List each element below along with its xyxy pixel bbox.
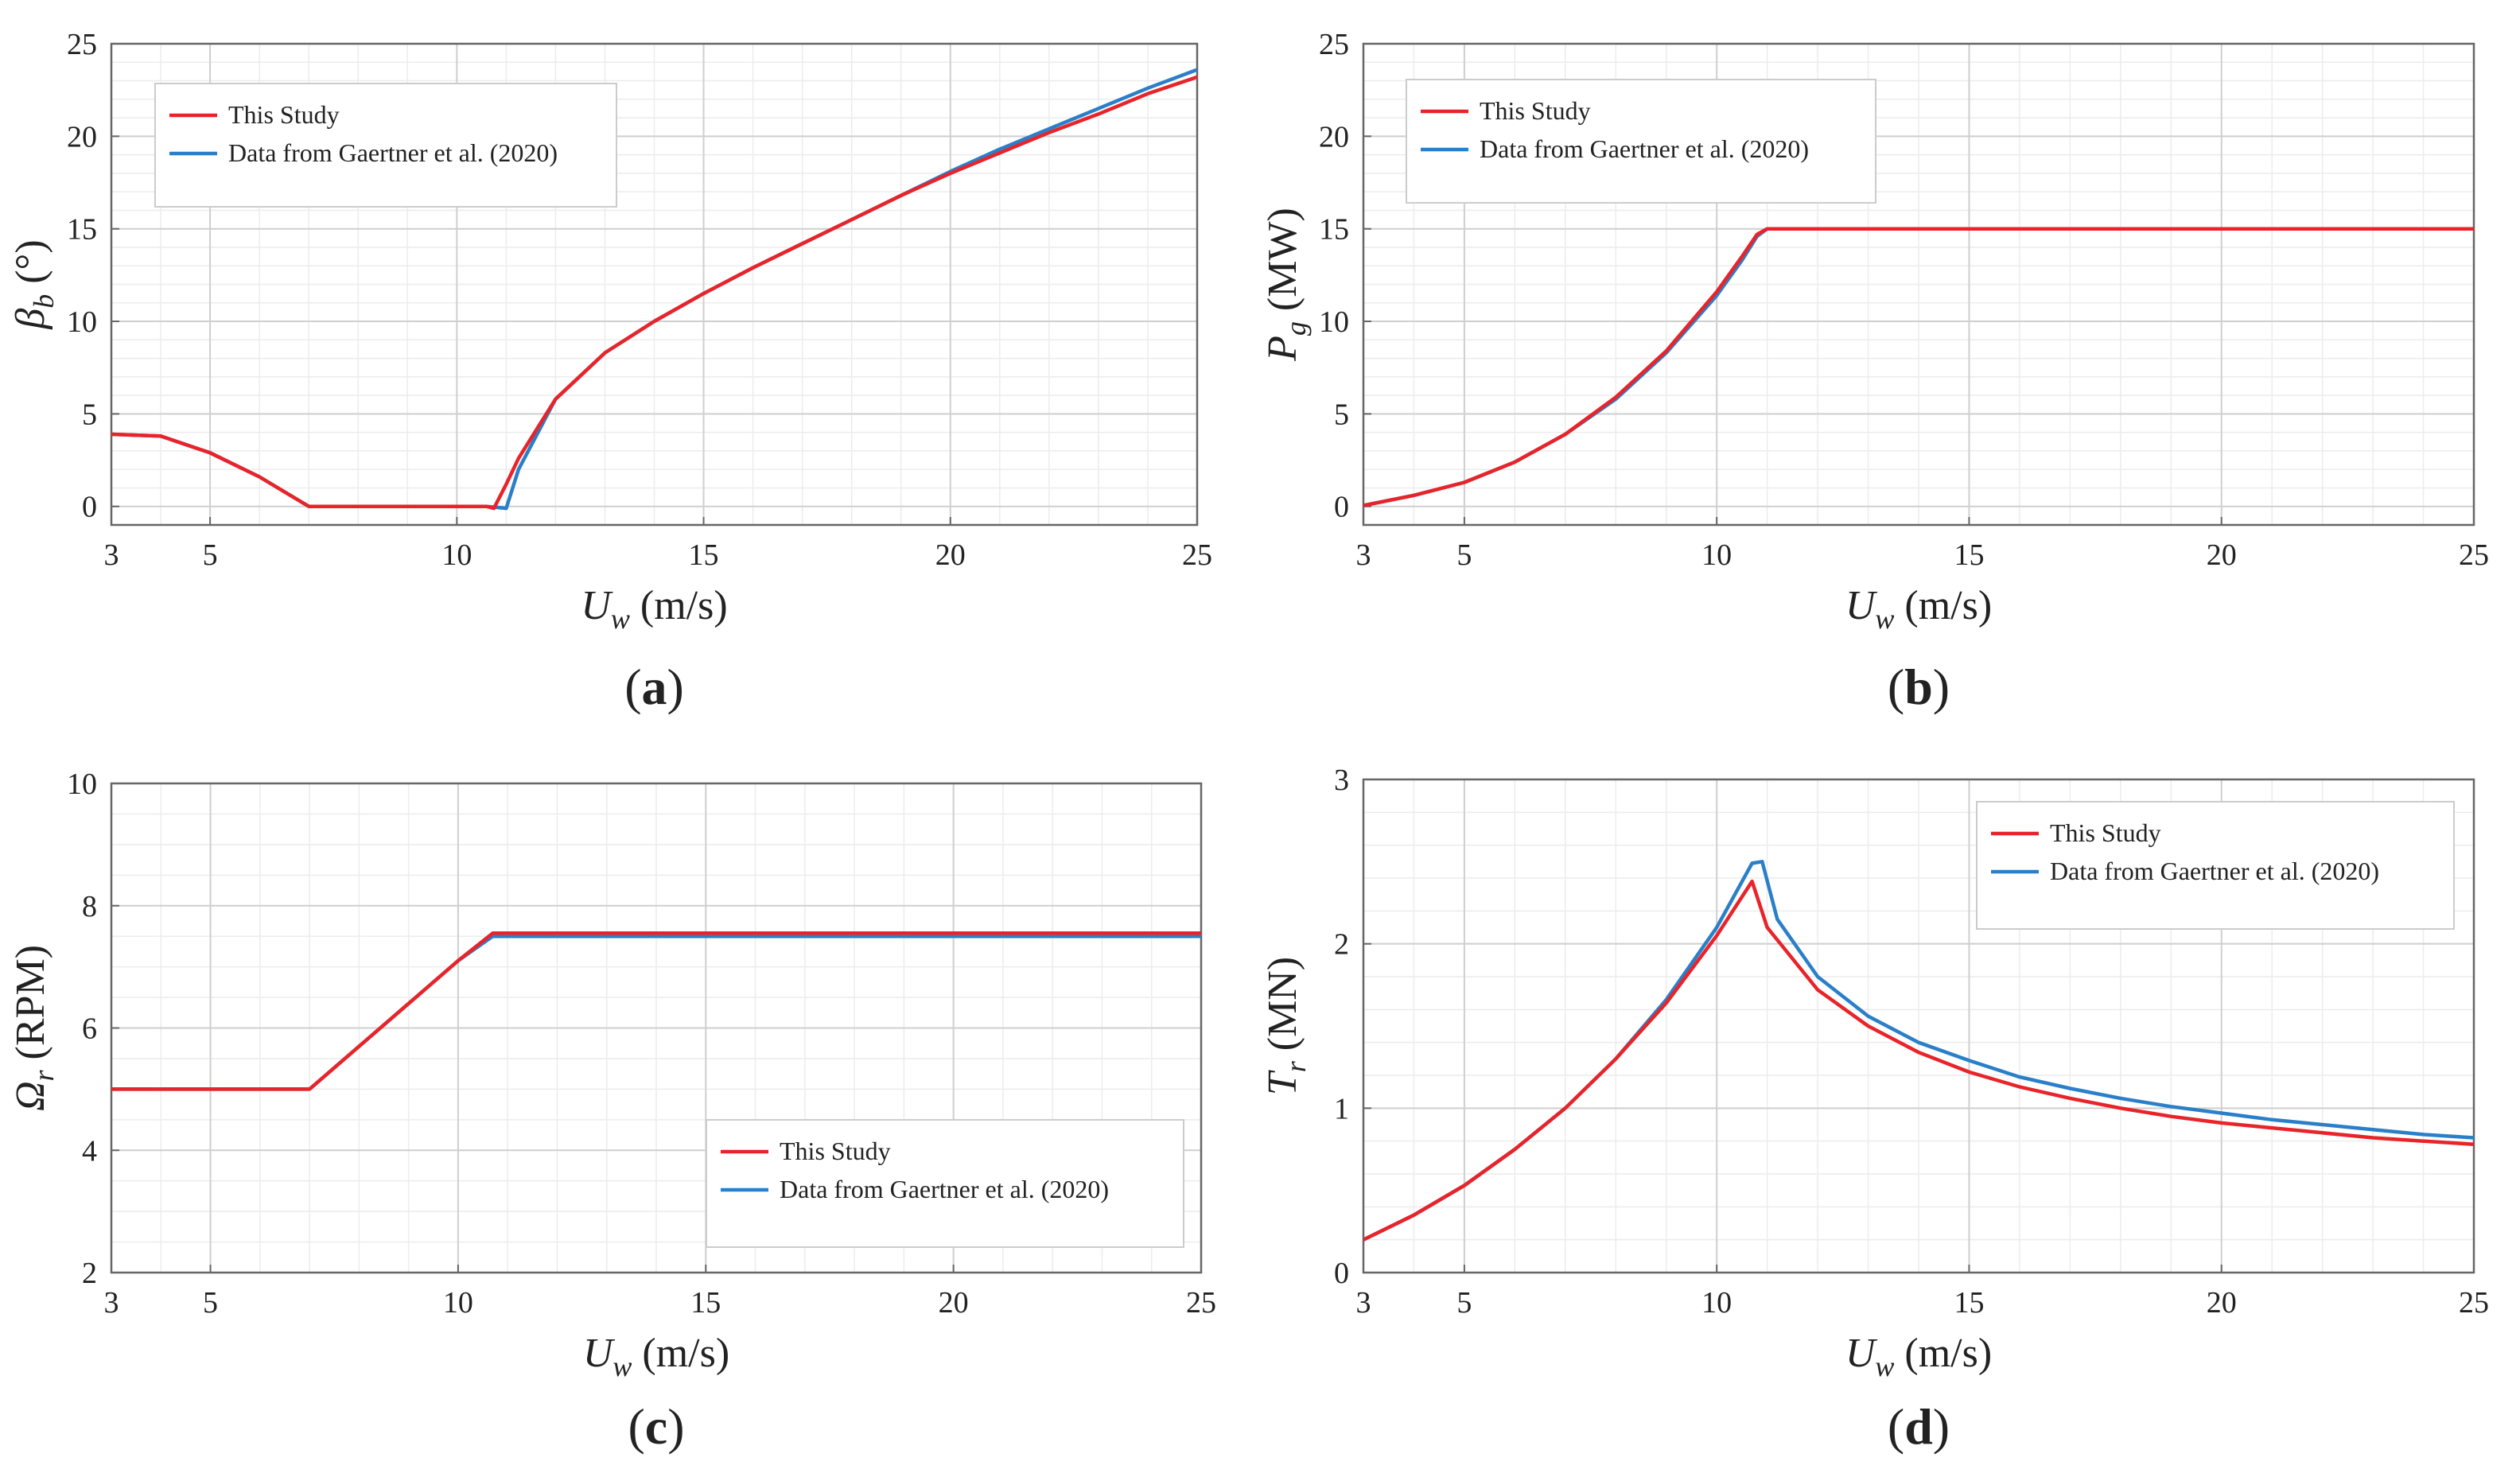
legend-label-gaertner-2020: Data from Gaertner et al. (2020): [780, 1175, 1109, 1203]
panel-label: (d): [1888, 1398, 1950, 1455]
y-tick-label: 25: [1319, 28, 1349, 61]
panel-label: (a): [624, 659, 684, 715]
y-tick-label: 6: [82, 1012, 97, 1046]
x-tick-label: 20: [2207, 538, 2237, 572]
y-axis-label: Tr (MN): [1260, 957, 1312, 1095]
chart-panel-c: 3 5 10 15 20 25 2 4 6 8 10 Uw (m/s) Ωr (RPM) This Stu…: [8, 768, 1216, 1455]
y-tick-label: 0: [1334, 491, 1349, 524]
y-axis-label: βb (°): [8, 239, 60, 329]
plot-frame: [1362, 42, 2475, 527]
chart-panel-d: 3 5 10 15 20 25 0 1 2 3 Uw (m/s) Tr (MN) This Study D…: [1260, 764, 2489, 1455]
x-tick-label: 10: [1701, 538, 1732, 572]
x-tick-label: 25: [1186, 1286, 1216, 1319]
legend-label-this-study: This Study: [2050, 818, 2161, 847]
legend-box: [706, 1119, 1184, 1248]
legend-box: [1406, 79, 1876, 204]
y-tick-label: 2: [82, 1257, 97, 1290]
y-tick-label: 5: [1334, 398, 1349, 431]
x-tick-label: 20: [935, 538, 966, 572]
y-tick-label: 10: [67, 768, 97, 801]
x-tick-label: 15: [690, 1286, 721, 1319]
y-tick-label: 15: [1319, 213, 1349, 247]
legend-box: [1976, 801, 2455, 930]
legend: This Study Data from Gaertner et al. (202…: [1406, 79, 1876, 204]
y-tick-label: 20: [1319, 120, 1349, 154]
x-tick-label: 5: [1456, 1286, 1472, 1319]
x-tick-label: 15: [689, 538, 719, 572]
y-tick-label: 8: [82, 890, 97, 923]
y-tick-label: 25: [67, 28, 97, 61]
y-tick-label: 0: [1334, 1257, 1349, 1290]
x-tick-label: 3: [1356, 1286, 1371, 1319]
y-tick-label: 5: [82, 398, 97, 431]
x-tick-label: 10: [441, 538, 472, 572]
x-tick-label: 10: [443, 1286, 473, 1319]
x-tick-label: 10: [1701, 1286, 1732, 1319]
x-tick-label: 3: [104, 1286, 119, 1319]
chart-panel-b: 3 5 10 15 20 25 0 5 10 15 20 25 Uw (m/s) Pg (MW) This …: [1260, 28, 2489, 715]
panel-label: (c): [628, 1398, 684, 1455]
legend: This Study Data from Gaertner et al. (202…: [706, 1119, 1184, 1248]
chart-panel-a: 3 5 10 15 20 25 0 5 10 15 20 25 Uw (m/s) βb (°) This S…: [8, 28, 1212, 715]
series-line-this-study: [111, 931, 1201, 1091]
legend-label-this-study: This Study: [1480, 96, 1591, 125]
y-tick-label: 3: [1334, 764, 1349, 797]
plot-frame: [110, 42, 1199, 527]
legend-label-gaertner-2020: Data from Gaertner et al. (2020): [2050, 857, 2379, 885]
y-tick-label: 10: [67, 305, 97, 339]
x-axis-label: Uw (m/s): [583, 1331, 729, 1382]
plot-frame: [1362, 778, 2475, 1274]
y-axis-label: Pg (MW): [1260, 208, 1312, 362]
y-tick-label: 0: [82, 491, 97, 524]
y-tick-label: 20: [67, 120, 97, 154]
legend-label-gaertner-2020: Data from Gaertner et al. (2020): [228, 138, 558, 167]
legend: This Study Data from Gaertner et al. (202…: [1976, 801, 2455, 930]
y-tick-label: 4: [82, 1134, 97, 1168]
panel-label: (b): [1888, 659, 1950, 715]
x-tick-label: 25: [1182, 538, 1212, 572]
x-tick-label: 3: [1356, 538, 1371, 572]
x-tick-label: 20: [2207, 1286, 2237, 1319]
y-tick-label: 10: [1319, 305, 1349, 339]
x-axis-label: Uw (m/s): [1845, 1331, 1992, 1382]
x-tick-label: 5: [203, 1286, 218, 1319]
series-line-this-study: [1363, 227, 2474, 507]
y-tick-label: 1: [1334, 1092, 1349, 1125]
series-line-this-study: [111, 75, 1197, 511]
legend-label-this-study: This Study: [780, 1137, 891, 1165]
x-tick-label: 25: [2459, 1286, 2489, 1319]
legend: This Study Data from Gaertner et al. (202…: [154, 83, 617, 208]
legend-label-gaertner-2020: Data from Gaertner et al. (2020): [1480, 134, 1809, 163]
x-tick-label: 20: [939, 1286, 969, 1319]
x-axis-label: Uw (m/s): [1845, 583, 1992, 635]
legend-box: [154, 83, 617, 208]
x-tick-label: 25: [2459, 538, 2489, 572]
y-tick-label: 2: [1334, 928, 1349, 962]
y-tick-label: 15: [67, 213, 97, 247]
x-tick-label: 15: [1954, 538, 1984, 572]
x-tick-label: 15: [1954, 1286, 1984, 1319]
x-tick-label: 3: [104, 538, 119, 572]
series-line-this-study: [1363, 879, 2474, 1242]
x-tick-label: 5: [1456, 538, 1472, 572]
x-tick-label: 5: [203, 538, 218, 572]
y-axis-label: Ωr (RPM): [8, 945, 60, 1111]
legend-label-this-study: This Study: [228, 100, 340, 129]
x-axis-label: Uw (m/s): [581, 583, 727, 635]
